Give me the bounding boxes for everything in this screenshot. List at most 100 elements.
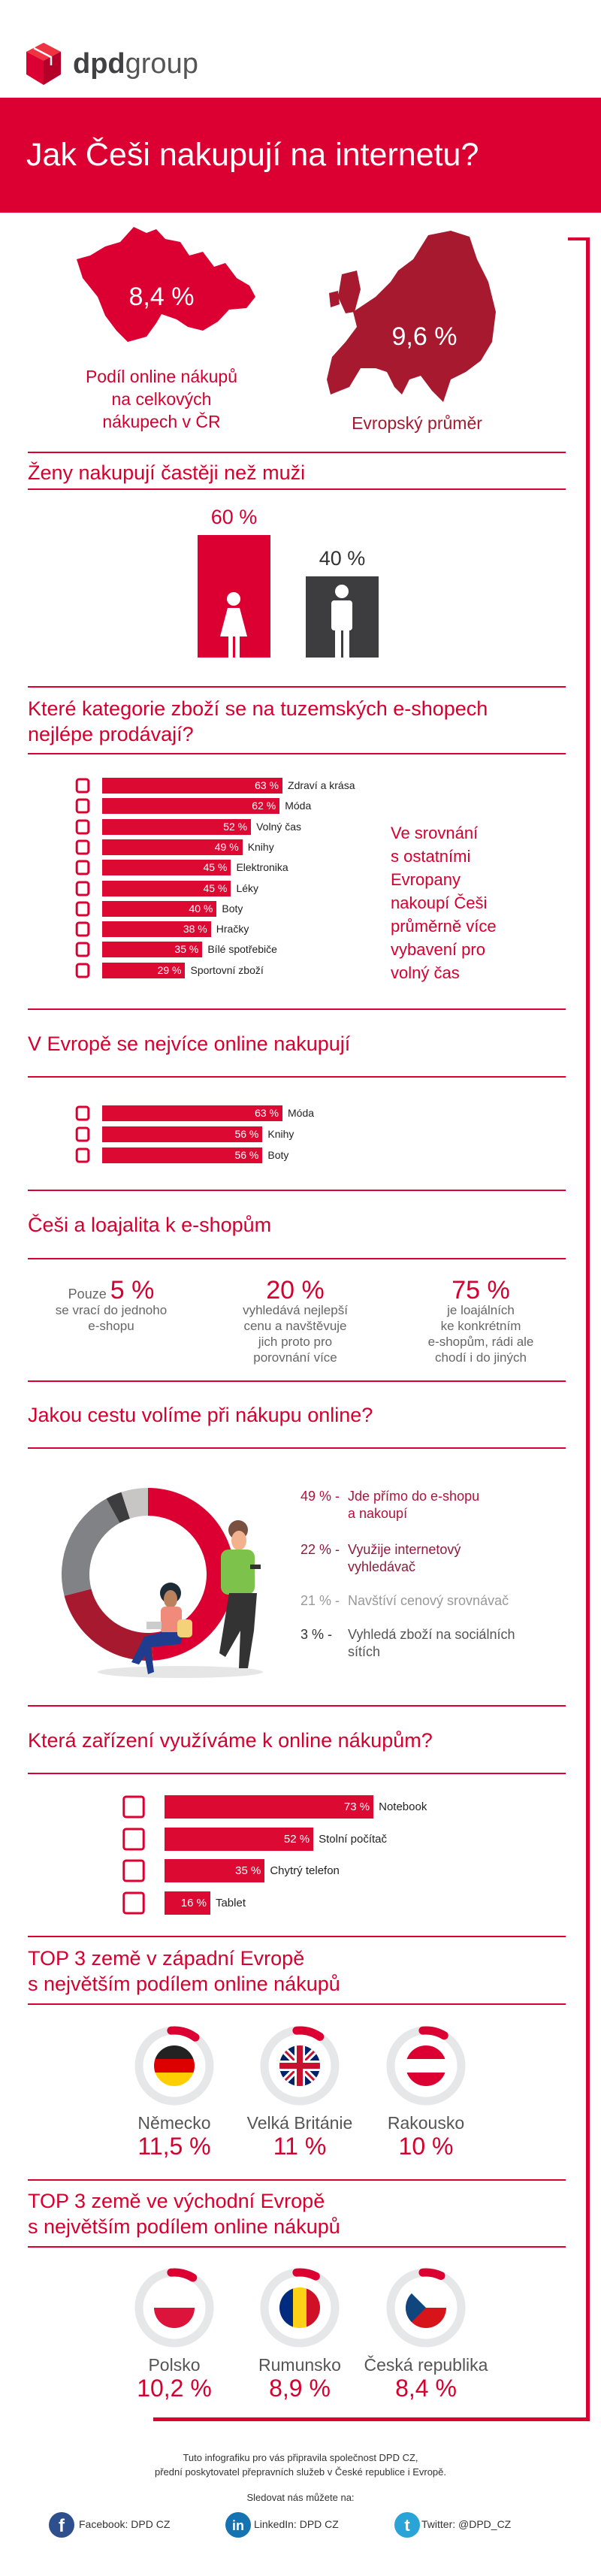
bar: 52 % [102, 818, 252, 835]
heading-line: TOP 3 země v západní Evropě [28, 1947, 305, 1970]
stat-line: ke konkrétním [440, 1319, 521, 1333]
books-icon [73, 1126, 92, 1142]
bar: 45 % [102, 880, 231, 896]
bar: 63 % [102, 778, 283, 794]
donut-segment [64, 1589, 154, 1661]
shadow [98, 1666, 263, 1678]
loyalty-stat-2: 20 % [266, 1276, 325, 1305]
bar-category-label: Notebook [379, 1800, 427, 1813]
categories-note: Ve srovnání s ostatními Evropany nakoupí… [391, 821, 497, 984]
country-value: 10 % [398, 2133, 454, 2160]
uk-flag-icon [279, 2045, 320, 2086]
bar: 56 % [102, 1147, 263, 1163]
books-icon [73, 839, 92, 855]
stat-line: e-shopům, rádi ale [427, 1335, 534, 1349]
facebook-icon[interactable]: f [48, 2511, 75, 2538]
svg-text:f: f [59, 2516, 65, 2536]
czech-flag-icon [406, 2287, 446, 2328]
note-line: vybavení pro [391, 940, 485, 959]
bar-category-label: Zdraví a krása [288, 779, 355, 791]
note-line: průměrně více [391, 917, 497, 936]
high-heel-icon [73, 901, 92, 917]
country-ring [385, 2266, 467, 2349]
man-standing-illustration [219, 1520, 261, 1668]
divider [28, 1008, 566, 1010]
divider [28, 2246, 566, 2248]
title-banner: Jak Češi nakupují na internetu? [0, 98, 601, 213]
facebook-link[interactable]: Facebook: DPD CZ [79, 2518, 171, 2530]
ring-value-arc [386, 2026, 466, 2106]
country-name: Rakousko [387, 2113, 465, 2133]
country-ring [258, 2024, 341, 2107]
note-line: Ve srovnání [391, 824, 479, 842]
women-label: 60 % [210, 506, 258, 528]
bar: 29 % [102, 962, 186, 978]
country-value: 11,5 % [137, 2133, 211, 2160]
stat-line: porovnání více [253, 1350, 337, 1365]
devices-heading: Která zařízení využíváme k online nákupů… [28, 1729, 433, 1752]
page-title: Jak Češi nakupují na internetu? [26, 137, 479, 173]
note-line: nakoupí Češi [391, 893, 488, 912]
twitter-icon[interactable]: t [394, 2511, 421, 2538]
stat-line: chodí i do jiných [435, 1350, 527, 1365]
bar-category-label: Hračky [216, 923, 249, 936]
women-bar [198, 535, 270, 658]
stat-line: je loajálních [447, 1303, 515, 1317]
country-name: Velká Británie [246, 2113, 353, 2133]
loyalty-text-1: se vrací do jednoho e-shopu [25, 1302, 198, 1334]
loyalty-text-2: vyhledává nejlepší cenu a navštěvuje jich … [209, 1302, 382, 1365]
high-heel-icon [73, 1147, 92, 1163]
categories-heading: Které kategorie zboží se na tuzemských e… [28, 696, 488, 747]
west-heading: TOP 3 země v západní Evropě s největším … [28, 1946, 340, 1997]
romania-flag-icon [279, 2287, 320, 2328]
note-line: volný čas [391, 963, 460, 982]
frame-line-bottom [153, 2417, 590, 2421]
medicine-icon [73, 881, 92, 896]
bar: 63 % [102, 1105, 283, 1121]
legend-pct: 21 % - [300, 1593, 340, 1608]
twitter-link[interactable]: Twitter: @DPD_CZ [421, 2518, 512, 2530]
caption-line: na celkových [111, 389, 212, 409]
country-ring [258, 2266, 341, 2349]
bar: 35 % [165, 1859, 265, 1883]
caption-line: nákupech v ČR [102, 412, 221, 431]
poland-flag-icon [154, 2287, 195, 2328]
divider [28, 1258, 566, 1259]
linkedin-icon[interactable]: in [225, 2511, 252, 2538]
smartphone-icon [117, 1859, 150, 1882]
eu-share-value: 9,6 % [391, 322, 458, 351]
bar-category-label: Móda [288, 1107, 315, 1119]
austria-flag-icon [406, 2045, 446, 2086]
bar-category-label: Sportovní zboží [190, 963, 264, 976]
legend-pct: 3 % - [300, 1627, 333, 1642]
cz-share-value: 8,4 % [128, 283, 195, 311]
linkedin-link[interactable]: LinkedIn: DPD CZ [254, 2518, 339, 2530]
legend-text: Využije internetový vyhledávač [348, 1542, 461, 1574]
europe-heading: V Evropě se nejvíce online nakupují [28, 1033, 351, 1055]
bar: 49 % [102, 839, 243, 855]
legend-text: Navštíví cenový srovnávač [348, 1593, 509, 1608]
bar: 52 % [165, 1827, 314, 1851]
stat-prefix: Pouze [68, 1286, 110, 1302]
laptop-icon [117, 1795, 150, 1819]
bar-category-label: Chytrý telefon [270, 1864, 340, 1878]
divider [28, 2179, 566, 2181]
ring-value-arc [260, 2026, 340, 2106]
donut-segment [106, 1492, 130, 1523]
divider [28, 488, 566, 490]
follow-label: Sledovat nás můžete na: [246, 2492, 355, 2503]
bar: 35 % [102, 942, 203, 958]
divider [28, 1076, 566, 1078]
footer-line: Tuto infografiku pro vás připravila spol… [183, 2452, 418, 2463]
ring-value-arc [386, 2268, 466, 2348]
divider [28, 2003, 566, 2005]
divider [28, 753, 566, 754]
bar: 56 % [102, 1126, 263, 1142]
bar-category-label: Stolní počítač [319, 1832, 387, 1846]
ring-value-arc [260, 2268, 340, 2348]
men-label: 40 % [319, 547, 366, 570]
legend-pct: 49 % - [300, 1489, 340, 1504]
rocking-horse-icon [73, 921, 92, 937]
logo-group-text: group [125, 48, 198, 80]
divider [28, 1190, 566, 1191]
